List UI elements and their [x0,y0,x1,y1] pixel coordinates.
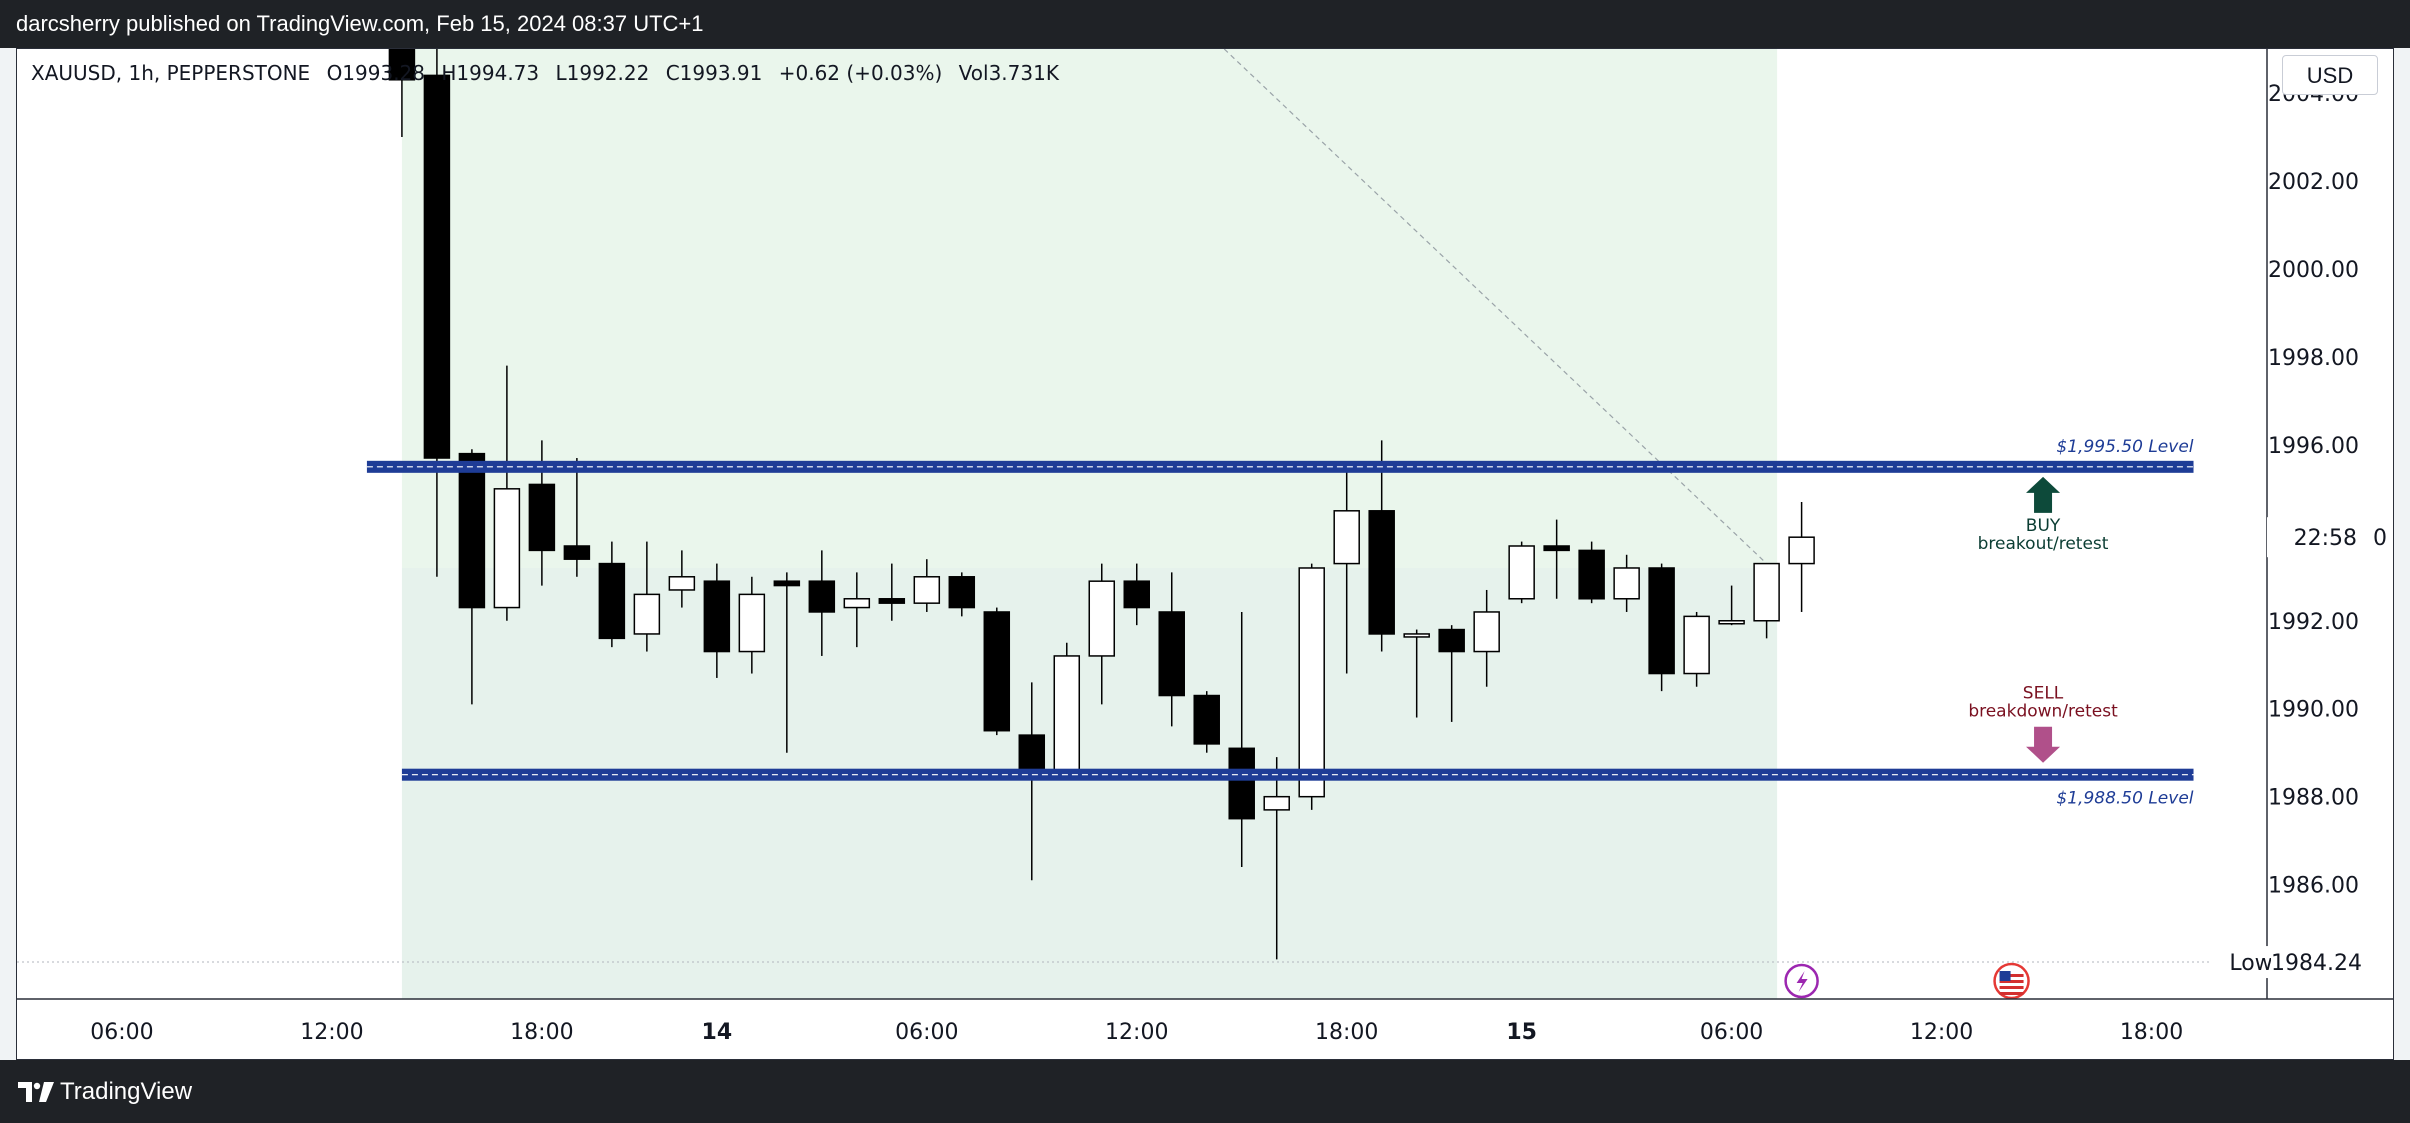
volume-value: Vol3.731K [958,61,1059,85]
candle-down [1193,694,1220,745]
low-value-label: 1984.24 [2271,951,2362,976]
level-label: $1,995.50 Level [2056,437,2193,457]
candle-down [808,580,836,613]
buy-signal-title: BUY [2026,516,2061,536]
x-tick-label: 18:00 [510,1020,573,1045]
lightning-glyph-icon [1796,971,1808,992]
low-badge-label: Low [2229,951,2272,976]
x-tick-label: 06:00 [895,1020,958,1045]
candle-up [1333,510,1360,565]
sell-signal-title: SELL [2023,684,2064,704]
candle-up [738,593,766,653]
candle-up [1683,615,1710,675]
candle-up [1263,795,1290,811]
candle-down [458,452,486,609]
x-tick-label: 15 [1506,1020,1537,1045]
candle-up [1788,536,1815,565]
y-tick-label: 2000.00 [2268,258,2359,283]
y-tick-label: 1990.00 [2268,698,2359,723]
x-tick-label: 18:00 [1315,1020,1378,1045]
candle-down [1158,611,1185,697]
candle-up [1403,633,1430,638]
chart-frame[interactable]: $1,995.50 Level $1,988.50 Level BUY breakou… [16,48,2394,1060]
candle-down [1438,628,1465,653]
buy-arrow-icon [2026,476,2061,513]
candle-up [1088,580,1116,657]
candle-down [563,545,591,560]
flag-stripe [1999,980,2024,983]
x-tick-label: 18:00 [2120,1020,2183,1045]
x-tick-label: 12:00 [1910,1020,1973,1045]
tradingview-brand-label: TradingView [60,1078,193,1105]
x-tick-label: 06:00 [90,1020,153,1045]
countdown-label: 22:58 [2294,526,2357,551]
y-tick-label: 1998.00 [2268,346,2359,371]
candle-down [388,49,416,81]
candle-down [1578,549,1605,600]
trend-line [1223,49,1768,565]
candle-down [1648,567,1675,675]
y-tick-label: 1986.00 [2268,874,2359,899]
footer-bar: TradingView [0,1060,2410,1123]
candle-up [1753,562,1780,622]
candle-down [703,580,731,653]
candle-up [1053,655,1081,776]
flag-stripe [1999,986,2024,989]
x-tick-label: 12:00 [300,1020,363,1045]
candle-up [493,488,521,609]
flag-stripe [1999,974,2024,977]
level-label: $1,988.50 Level [2056,789,2193,809]
candle-down [878,598,906,604]
candle-down [1228,747,1255,820]
flag-canton [1999,971,2011,981]
low-value: L1992.22 [555,61,650,85]
x-tick-label: 06:00 [1700,1020,1763,1045]
candle-down [1123,580,1151,609]
y-tick-label: 2002.00 [2268,170,2359,195]
candlestick-chart[interactable]: $1,995.50 Level $1,988.50 Level BUYbreakou… [17,49,2394,1060]
candle-down [948,576,976,609]
candle-up [1718,620,1745,625]
low-badge-bg [2212,946,2272,979]
x-tick-label: 12:00 [1105,1020,1168,1045]
candle-up [1613,567,1640,600]
candle-up [1508,545,1535,600]
candle-up [633,593,661,635]
sell-signal-subtitle: breakdown/retest [1968,702,2118,722]
high-value: H1994.73 [441,61,540,85]
y-tick-label: 1988.00 [2268,786,2359,811]
candle-down [598,562,626,640]
candle-down [773,580,801,587]
x-tick-label: 14 [702,1020,733,1045]
candle-up [1473,611,1500,653]
time-scale-bg [17,999,2393,1059]
countdown-badge [2267,517,2377,558]
low-value-bg [2271,946,2381,979]
y-tick-label: 1992.00 [2268,610,2359,635]
symbol-label[interactable]: XAUUSD, 1h, PEPPERSTONE [31,61,311,85]
currency-button[interactable]: USD [2282,55,2378,95]
candle-down [528,483,556,552]
candle-up [913,576,941,604]
publisher-header: darcsherry published on TradingView.com,… [0,0,2410,48]
tradingview-logo-icon [18,1081,54,1102]
ohlc-legend: XAUUSD, 1h, PEPPERSTONE O1993.28 H1994.7… [31,61,1069,85]
flag-stripe [1999,992,2024,995]
sell-arrow-icon [2026,726,2061,763]
candle-down [1368,510,1395,635]
candle-up [1298,567,1325,798]
close-value: C1993.91 [665,61,763,85]
candle-down [1543,545,1570,552]
change-value: +0.62 (+0.03%) [778,61,943,85]
tradingview-brand[interactable]: TradingView [18,1060,192,1123]
buy-signal-subtitle: breakout/retest [1978,534,2109,554]
candle-down [423,74,451,459]
zone-upper [401,49,1778,568]
candle-up [843,598,871,609]
y-tick-partial: 0 [2373,526,2387,551]
candle-up [668,576,696,591]
y-tick-label: 1996.00 [2268,434,2359,459]
candle-down [983,611,1011,732]
open-value: O1993.28 [326,61,426,85]
